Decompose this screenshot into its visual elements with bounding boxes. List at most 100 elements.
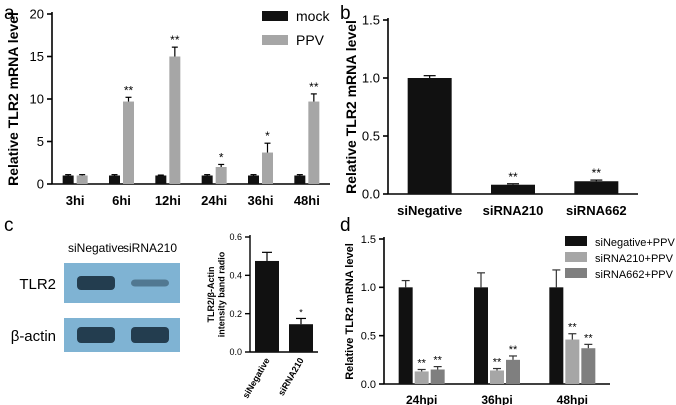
chart-b-x-tick-label: siRNA662 [566,203,627,218]
chart-d-legend-label: siRNA210+PPV [595,253,674,265]
chart-c-x-tick-label: siRNA210 [276,356,306,397]
chart-a-bar [76,175,88,184]
blot-lane-label: siNegative [68,241,124,255]
chart-a-bar [262,152,273,184]
panel-label-c: c [4,215,14,236]
chart-c-y-tick-label: 0.0 [229,347,242,357]
chart-a-bar [308,101,320,184]
chart-a-y-tick-label: 0 [37,177,44,192]
chart-b-bar [574,181,619,194]
chart-d-x-tick-label: 24hpi [406,393,437,405]
blot-row-label: β-actin [11,328,56,345]
chart-d-bar [490,370,504,384]
chart-c-y-tick-label: 0.6 [229,232,242,242]
chart-d-bar [414,371,429,384]
chart-b-y-axis-title: Relative TLR2 mRNA level [343,20,359,194]
panel-label-d: d [340,215,351,236]
chart-d-significance-label: ** [584,332,593,344]
chart-d-significance-label: ** [493,357,502,369]
chart-d-bar [474,287,488,384]
blot-band [131,327,169,343]
chart-a-bar [62,175,74,184]
chart-d-significance-label: ** [509,344,518,356]
chart-c-significance-label: * [299,307,303,317]
chart-a-bar [294,175,306,184]
chart-a-bar [123,101,134,184]
chart-a-significance-label: ** [124,83,134,97]
chart-c-bar [289,324,313,352]
blot-band [131,279,169,287]
chart-b-y-tick-label: 1.0 [362,71,380,86]
panel-label-a: a [4,3,15,24]
chart-a-bar [169,56,181,184]
chart-d-legend-swatch [565,268,587,278]
chart-d-legend-label: siNegative+PPV [595,237,675,249]
chart-c-band-ratio: 0.0 0.2 0.4 0.6 TLR2/β-Actin intensity band r… [206,232,318,400]
chart-d-bar [398,287,413,384]
chart-a-legend-label: PPV [296,32,325,48]
chart-a-x-tick-label: 6hi [112,193,131,208]
chart-b-y-tick-label: 0.0 [362,187,380,202]
chart-a-bar [215,167,227,184]
chart-b-significance-label: ** [592,166,602,180]
chart-d-bar [565,339,580,384]
chart-a-x-tick-label: 3hi [66,193,85,208]
chart-b-significance-label: ** [508,170,518,184]
chart-b-bar [407,78,452,194]
chart-a-legend-label: mock [296,8,330,24]
chart-d-legend-swatch [565,236,587,246]
chart-c-x-tick-label: siNegative [241,356,272,400]
chart-a-significance-label: * [265,129,270,143]
chart-a-y-tick-label: 20 [30,7,44,22]
chart-b-y-tick-label: 1.5 [362,13,380,28]
chart-b-y-tick-label: 0.5 [362,129,380,144]
chart-a-significance-label: ** [170,33,180,47]
chart-d-legend-label: siRNA662+PPV [595,269,674,281]
chart-d-bar [430,369,445,384]
chart-a-significance-label: * [219,150,224,164]
blot-band [77,276,115,290]
chart-a-y-tick-label: 10 [30,92,44,107]
chart-a-y-axis-title: Relative TLR2 mRNA level [5,12,21,186]
blot-row-label: TLR2 [19,276,56,293]
chart-a-x-tick-label: 48hi [294,193,320,208]
chart-a-legend-swatch [262,11,288,21]
chart-c-y-tick-label: 0.4 [229,270,242,280]
chart-a-x-tick-label: 24hi [201,193,227,208]
chart-d-sirna-infection: 0.0 0.5 1.0 1.5 Relative TLR2 mRNA level ** **… [344,234,675,405]
chart-a-y-tick-label: 5 [37,134,44,149]
chart-b-x-tick-label: siRNA210 [483,203,544,218]
chart-c-bar [255,260,279,352]
chart-d-y-tick-label: 0.0 [361,379,376,391]
chart-d-bar [581,348,596,384]
blot-band [77,327,115,343]
chart-b-bar [491,184,535,194]
chart-d-significance-label: ** [568,322,577,334]
panel-label-b: b [340,3,351,24]
chart-d-y-tick-label: 1.5 [361,234,376,246]
chart-d-x-tick-label: 36hpi [481,393,512,405]
chart-a-bar [248,175,259,184]
chart-c-y-axis-title-line: intensity band radio [216,251,226,337]
chart-b-x-tick-label: siNegative [397,203,462,218]
chart-c-y-axis-title-line: TLR2/β-Actin [206,267,216,323]
chart-d-legend-swatch [565,252,587,262]
chart-c-y-tick-label: 0.2 [229,309,242,319]
chart-a-y-tick-label: 15 [30,49,44,64]
chart-a-legend-swatch [262,35,288,45]
chart-a-bar [109,175,120,184]
chart-a-x-tick-label: 12hi [155,193,181,208]
chart-d-significance-label: ** [433,355,442,367]
chart-d-x-tick-label: 48hpi [557,393,588,405]
chart-d-bar [549,287,564,384]
chart-d-bar [506,359,520,384]
chart-a-significance-label: ** [309,80,319,94]
chart-d-y-axis-title: Relative TLR2 mRNA level [344,243,356,380]
chart-d-y-tick-label: 0.5 [361,331,376,343]
chart-d-significance-label: ** [417,358,426,370]
chart-a-x-tick-label: 36hi [247,193,273,208]
